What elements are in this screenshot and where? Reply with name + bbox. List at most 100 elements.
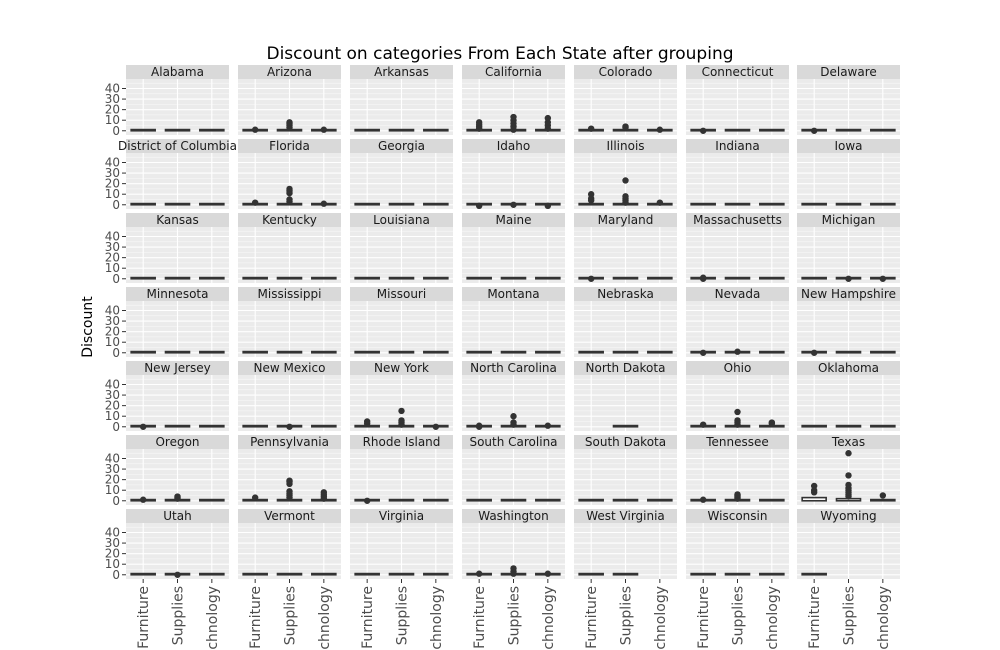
facet-strip: [574, 361, 677, 375]
box-technology: [870, 350, 896, 354]
outlier-point: [622, 193, 629, 200]
box-supplies: [835, 202, 862, 206]
facet-strip-label: Washington: [478, 509, 549, 523]
x-tick-label: Technology: [653, 586, 669, 650]
facet-strip: [126, 361, 229, 375]
facet-panel-arizona: Arizona: [238, 65, 341, 135]
y-tick-label: 40: [105, 378, 120, 392]
outlier-point: [879, 275, 887, 282]
facet-strip-label: Iowa: [834, 139, 862, 153]
facet-strip: [126, 65, 229, 79]
outlier-point: [587, 191, 595, 198]
box-technology: [311, 424, 337, 428]
y-tick-label: 10: [105, 335, 120, 349]
box-furniture: [130, 202, 156, 206]
facet-strip-label: Ohio: [724, 361, 752, 375]
box-furniture: [466, 498, 492, 502]
outlier-point: [174, 571, 181, 578]
facet-strip-label: Mississippi: [258, 287, 322, 301]
facet-panel-vermont: Vermont Furniture Supplies Technology: [238, 509, 341, 650]
outlier-point: [510, 565, 517, 572]
facet-strip: [686, 509, 789, 523]
facet-strip: [574, 139, 677, 153]
facet-strip: [350, 65, 453, 79]
facet-strip-label: Maine: [495, 213, 531, 227]
x-tick-label: Furniture: [472, 586, 488, 649]
box-technology: [311, 572, 337, 576]
facet-strip-label: California: [485, 65, 542, 79]
facet-panel-illinois: Illinois: [574, 139, 677, 209]
facet-panel-north-dakota: North Dakota: [574, 361, 677, 431]
facet-strip: [797, 139, 900, 153]
facet-strip-label: Florida: [269, 139, 310, 153]
x-tick-label: Supplies: [842, 586, 858, 645]
facet-strip: [126, 213, 229, 227]
x-tick-label: Supplies: [731, 586, 747, 645]
facet-strip: [238, 287, 341, 301]
box-technology: [535, 498, 561, 502]
outlier-point: [879, 492, 887, 499]
box-supplies: [276, 350, 303, 354]
box-supplies: [835, 424, 862, 428]
facet-panel-indiana: Indiana: [686, 139, 789, 209]
box-technology: [199, 202, 225, 206]
x-tick-label: Technology: [205, 586, 221, 650]
facet-strip: [574, 287, 677, 301]
facet-strip-label: New York: [374, 361, 429, 375]
box-furniture: [130, 276, 156, 280]
facet-strip-label: New Jersey: [144, 361, 211, 375]
facet-panel-west-virginia: West Virginia Furniture Supplies Technology: [574, 509, 677, 650]
facet-strip: [686, 435, 789, 449]
box-supplies: [724, 572, 751, 576]
box-furniture: [354, 276, 380, 280]
facet-panel-georgia: Georgia: [350, 139, 453, 209]
box-furniture: [801, 424, 827, 428]
facet-panel-maine: Maine: [462, 213, 565, 283]
facet-panel-michigan: Michigan: [797, 213, 900, 283]
box-furniture: [130, 128, 156, 132]
y-tick-label: 20: [105, 251, 120, 265]
outlier-point: [286, 488, 293, 495]
box-furniture: [130, 572, 156, 576]
facet-strip-label: Missouri: [377, 287, 426, 301]
box-furniture: [690, 202, 716, 206]
facet-strip: [462, 435, 565, 449]
box-technology: [199, 498, 225, 502]
facet-strip: [574, 435, 677, 449]
outlier-point: [363, 497, 371, 504]
y-tick-label: 20: [105, 473, 120, 487]
box-supplies: [164, 276, 191, 280]
facet-strip-label: Oregon: [155, 435, 199, 449]
facet-strip-label: Kentucky: [262, 213, 317, 227]
facet-strip: [126, 139, 229, 153]
facet-strip-label: Pennsylvania: [250, 435, 329, 449]
facet-strip-label: Nevada: [715, 287, 761, 301]
facet-panel-nebraska: Nebraska: [574, 287, 677, 357]
outlier-point: [845, 472, 852, 479]
box-supplies: [164, 424, 191, 428]
box-supplies: [612, 350, 639, 354]
facet-panel-new-york: New York: [350, 361, 453, 431]
facet-strip-label: West Virginia: [586, 509, 665, 523]
box-furniture: [578, 498, 604, 502]
outlier-point: [622, 177, 629, 184]
facet-strip: [797, 509, 900, 523]
facet-panel-connecticut: Connecticut: [686, 65, 789, 135]
facet-panel-maryland: Maryland: [574, 213, 677, 283]
facet-panel-north-carolina: North Carolina: [462, 361, 565, 431]
facet-panel-nevada: Nevada: [686, 287, 789, 357]
x-tick-label: Supplies: [395, 586, 411, 645]
y-tick-label: 10: [105, 261, 120, 275]
x-tick-label: Technology: [429, 586, 445, 650]
outlier-point: [251, 126, 259, 133]
box-technology: [870, 128, 896, 132]
box-technology: [759, 572, 785, 576]
y-tick-label: 30: [105, 388, 120, 402]
y-tick-label: 40: [105, 304, 120, 318]
outlier-point: [734, 491, 741, 498]
facet-strip-label: Wisconsin: [708, 509, 768, 523]
x-tick-label: Supplies: [283, 586, 299, 645]
y-tick-label: 20: [105, 325, 120, 339]
